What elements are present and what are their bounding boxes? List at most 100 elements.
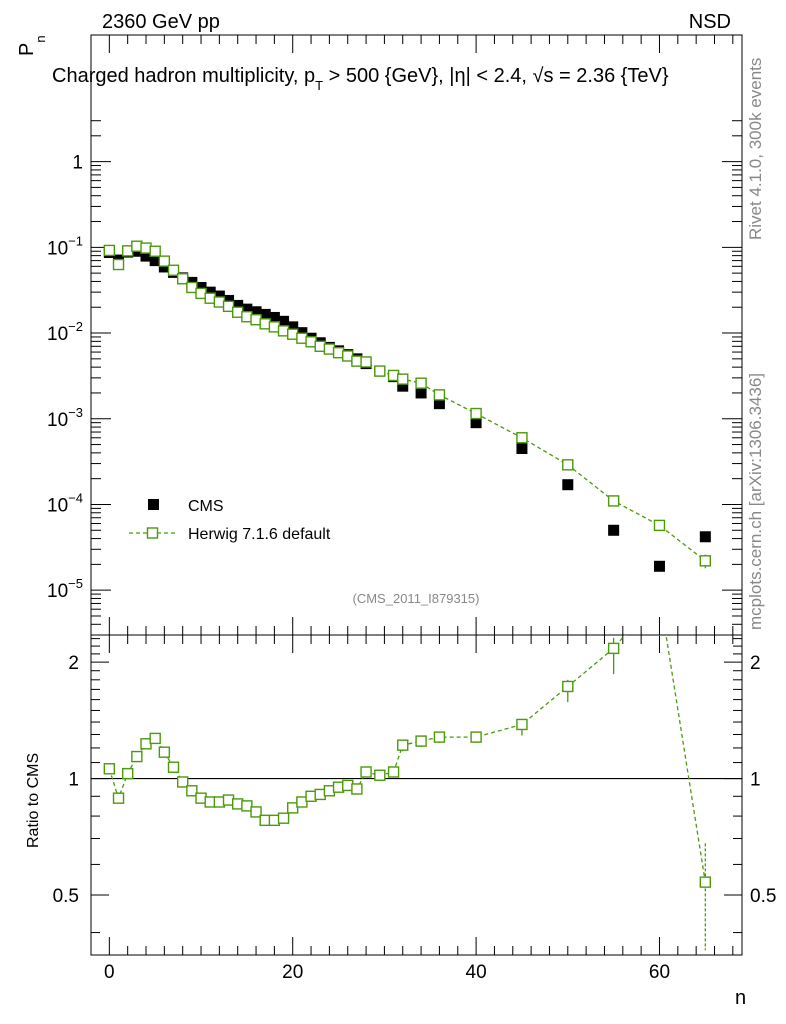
x-tick-label: 60 [649, 962, 670, 983]
cms-data-point [241, 303, 253, 315]
mc-data-point [158, 255, 171, 267]
mc-data-point [112, 258, 125, 271]
cms-data-point [287, 321, 299, 333]
legend-mc-label: Herwig 7.1.6 default [188, 526, 331, 543]
cms-data-point [562, 479, 574, 491]
ratio-data-point [699, 876, 712, 888]
cms-data-point [204, 286, 216, 298]
title-rest: > 500 {GeV}, |η| < 2.4, √s = 2.36 {TeV} [323, 65, 669, 87]
x-tick-label: 40 [466, 962, 487, 983]
cms-data-point [158, 261, 170, 273]
legend-mc-marker [146, 527, 159, 539]
ratio-tick-label: 1 [68, 770, 79, 791]
cms-data-point [250, 306, 262, 318]
mc-data-point [186, 281, 198, 294]
cms-data-point [195, 281, 207, 293]
mc-data-point [374, 365, 386, 377]
main-panel-frame [90, 34, 743, 636]
cms-data-point [259, 308, 271, 320]
y-tick-label: 1 [72, 153, 83, 174]
cms-data-point [232, 299, 244, 311]
ratio-data-point [360, 766, 372, 778]
process-label: NSD [689, 11, 731, 33]
y-tick-label: 10−3 [47, 405, 83, 431]
y-axis-label: Pn [16, 35, 48, 56]
x-axis-label: n [735, 987, 746, 1009]
marks-layer [103, 240, 712, 951]
ratio-data-point [287, 802, 299, 814]
ratio-data-point [131, 750, 143, 763]
cms-data-point [223, 294, 235, 306]
x-tick-label: 0 [104, 962, 115, 983]
mc-data-point [176, 273, 189, 285]
y-tick-label: 10−4 [47, 490, 83, 516]
ratio-data-point [607, 642, 620, 655]
ratio-data-point [433, 731, 446, 743]
analysis-ref: (CMS_2011_I879315) [353, 591, 480, 606]
ratio-data-point [470, 731, 482, 743]
ratio-data-point [374, 769, 386, 781]
ratio-series-line [108, 635, 706, 883]
x-tick-label: 20 [282, 962, 303, 983]
ratio-tick-label-right: 2 [750, 653, 761, 674]
ratio-data-point [387, 766, 400, 778]
mc-data-point [397, 373, 409, 385]
ratio-data-point [186, 785, 198, 797]
ratio-tick-label-right: 0.5 [750, 886, 776, 907]
mc-data-point [149, 245, 161, 257]
legend-cms-marker [148, 499, 159, 510]
mc-data-point [360, 356, 372, 368]
cms-data-point [268, 311, 280, 323]
ratio-data-point [415, 735, 427, 747]
legend: CMS Herwig 7.1.6 default [129, 498, 331, 543]
mc-data-point [516, 432, 528, 444]
mc-data-point [562, 459, 574, 471]
mc-data-point [415, 377, 427, 389]
ratio-data-point [241, 800, 253, 812]
ratio-data-point [158, 746, 171, 758]
ratio-data-point [277, 812, 290, 824]
y-tick-label: 10−2 [47, 319, 83, 345]
cms-data-point [140, 250, 152, 262]
mc-data-point [699, 555, 712, 567]
ratio-data-point [167, 761, 180, 773]
ratio-axis-label: Ratio to CMS [25, 753, 42, 848]
chart-title: Charged hadron multiplicity, pT > 500 {G… [52, 65, 669, 93]
ratio-data-point [112, 792, 125, 804]
cms-data-point [433, 398, 445, 410]
ratio-data-point [103, 763, 116, 775]
ratio-tick-label-right: 1 [750, 770, 761, 791]
cms-data-point [608, 524, 620, 536]
cms-data-point [397, 380, 409, 392]
mc-data-point [222, 300, 235, 313]
ratio-panel-frame [90, 634, 743, 956]
mc-data-point [433, 389, 446, 401]
ratio-data-point [516, 718, 528, 731]
ratio-data-point [149, 732, 161, 745]
mc-data-point [470, 407, 482, 420]
mcplots-label: mcplots.cern.ch [arXiv:1306.3436] [746, 373, 765, 630]
ratio-data-point [250, 806, 262, 818]
title-main: Charged hadron multiplicity, p [52, 65, 315, 87]
mc-data-point [103, 244, 116, 257]
ratio-tick-label: 2 [68, 653, 79, 674]
y-tick-label: 10−5 [47, 576, 83, 602]
ratio-marks [103, 635, 712, 951]
mc-data-point [607, 495, 620, 507]
ratio-data-point [121, 767, 134, 780]
legend-cms-label: CMS [188, 498, 224, 515]
ratio-data-point [351, 783, 363, 795]
cms-data-point [213, 290, 225, 302]
cms-data-point [653, 560, 665, 572]
cms-data-point [149, 255, 161, 267]
mc-data-point [167, 264, 180, 276]
cms-data-point [470, 417, 482, 429]
cms-data-point [516, 442, 528, 454]
cms-data-point [699, 531, 711, 543]
energy-label: 2360 GeV pp [102, 11, 220, 33]
ratio-data-point [176, 776, 189, 788]
y-tick-label: 10−1 [47, 233, 83, 259]
mc-data-point [653, 519, 666, 532]
title-subscript: T [315, 78, 323, 93]
